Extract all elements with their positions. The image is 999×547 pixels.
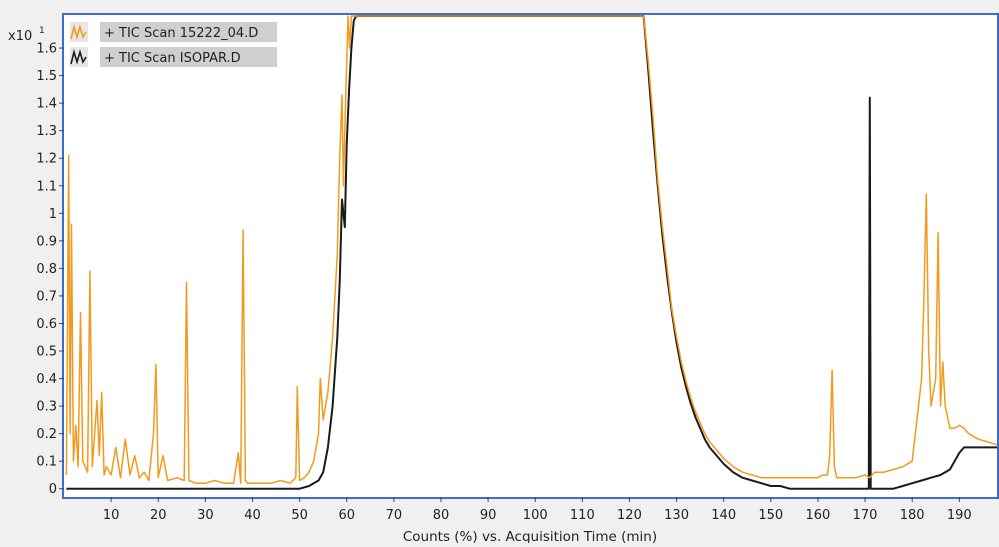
y-multiplier-label: x10 1	[8, 26, 45, 44]
x-tick-label: 30	[197, 508, 214, 523]
x-tick-label: 60	[338, 508, 355, 523]
y-axis: 0 0.1 0.2 0.3 0.4 0.5 0.6 0.7 0.8 0.9 1 1.1 1.2 1.3 1.…	[36, 42, 64, 497]
x-tick-label: 40	[244, 508, 261, 523]
x-tick-label: 100	[523, 508, 548, 523]
y-tick-label: 1.5	[36, 69, 57, 84]
legend-entry-label: + TIC Scan 15222_04.D	[104, 26, 258, 41]
y-tick-label: 1.6	[36, 42, 57, 57]
x-tick-label: 180	[900, 508, 925, 523]
x-tick-label: 190	[947, 508, 972, 523]
legend-line-icon	[70, 23, 87, 40]
legend-line-icon	[70, 48, 87, 65]
y-tick-label: 1	[49, 207, 57, 222]
x-tick-label: 150	[758, 508, 783, 523]
series-line-15222-04	[65, 15, 998, 484]
y-multiplier-exponent: 1	[39, 26, 45, 36]
y-tick-label: 1.3	[36, 124, 57, 139]
x-tick-label: 140	[711, 508, 736, 523]
x-axis: 10 20 30 40 50 60 70 80 90 100 110 120 130 140 150 160 1…	[103, 497, 972, 523]
legend: + TIC Scan 15222_04.D + TIC Scan ISOPAR.D	[70, 22, 277, 67]
legend-entry-label: + TIC Scan ISOPAR.D	[104, 51, 241, 66]
x-axis-label: Counts (%) vs. Acquisition Time (min)	[403, 529, 657, 543]
x-tick-label: 120	[617, 508, 642, 523]
y-tick-label: 0	[49, 482, 57, 497]
y-tick-label: 0.6	[36, 317, 57, 332]
y-tick-label: 1.1	[36, 179, 57, 194]
x-tick-label: 110	[570, 508, 595, 523]
y-tick-label: 0.2	[36, 427, 57, 442]
series-group	[65, 15, 998, 490]
legend-entry-bg[interactable]	[100, 22, 277, 42]
x-tick-label: 10	[103, 508, 120, 523]
plot-area[interactable]	[62, 13, 999, 499]
x-tick-label: 170	[853, 508, 878, 523]
x-tick-label: 130	[664, 508, 689, 523]
y-tick-label: 1.2	[36, 152, 57, 167]
y-tick-label: 0.4	[36, 372, 57, 387]
y-tick-label: 0.1	[36, 455, 57, 470]
x-tick-label: 80	[433, 508, 450, 523]
x-tick-label: 70	[386, 508, 403, 523]
y-tick-label: 0.5	[36, 345, 57, 360]
y-tick-label: 0.8	[36, 262, 57, 277]
y-tick-label: 1.4	[36, 97, 57, 112]
x-tick-label: 90	[480, 508, 497, 523]
x-tick-label: 160	[806, 508, 831, 523]
x-tick-label: 50	[291, 508, 308, 523]
y-multiplier-base: x10	[8, 29, 32, 44]
x-tick-label: 20	[150, 508, 167, 523]
y-tick-label: 0.3	[36, 400, 57, 415]
y-tick-label: 0.7	[36, 289, 57, 304]
legend-entry-bg[interactable]	[100, 47, 277, 67]
series-line-isopar	[66, 15, 997, 490]
y-tick-label: 0.9	[36, 234, 57, 249]
